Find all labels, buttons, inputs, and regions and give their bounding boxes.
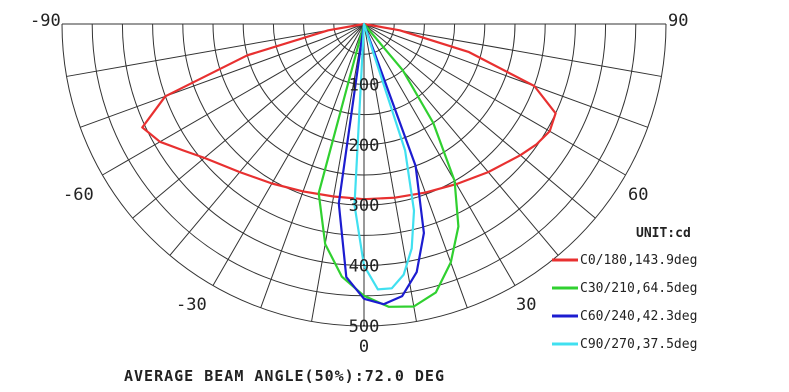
- grid-spoke: [363, 23, 648, 128]
- legend-entry: C30/210,64.5deg: [580, 281, 697, 296]
- radial-tick-labels: 100 200 300 400 500: [349, 75, 380, 337]
- grid-spoke: [363, 23, 662, 77]
- legend-entry: C0/180,143.9deg: [580, 253, 697, 268]
- series-curve: [141, 22, 557, 201]
- angle-label: -60: [63, 185, 94, 205]
- series-curve: [353, 22, 416, 291]
- angle-label: 30: [516, 295, 536, 315]
- grid-spoke: [363, 23, 516, 286]
- polar-grid: [61, 23, 667, 327]
- grid-spoke: [311, 23, 365, 322]
- grid-spoke: [363, 23, 417, 322]
- grid-spoke: [102, 23, 365, 176]
- grid-spoke: [363, 23, 626, 176]
- grid-spoke: [66, 23, 365, 77]
- unit-label: UNIT:cd: [636, 226, 691, 241]
- angle-label: 60: [628, 185, 648, 205]
- radial-tick-label: 200: [349, 136, 380, 156]
- angle-label: -30: [176, 295, 207, 315]
- radial-tick-label: 300: [349, 196, 380, 216]
- grid-spoke: [363, 23, 596, 219]
- angle-label: 0: [359, 337, 369, 357]
- grid-spoke: [260, 23, 365, 308]
- angle-label: 90: [668, 11, 688, 31]
- radial-tick-label: 400: [349, 257, 380, 277]
- radial-tick-label: 100: [349, 75, 380, 95]
- grid-spoke: [132, 23, 365, 219]
- series-curve: [337, 22, 425, 306]
- legend-entry: C60/240,42.3deg: [580, 309, 697, 324]
- beam-angle-footer: AVERAGE BEAM ANGLE(50%):72.0 DEG: [124, 367, 445, 385]
- grid-spoke: [80, 23, 365, 128]
- angle-labels: -90 90-60 60-30 300: [30, 11, 688, 357]
- legend: UNIT:cd C0/180,143.9deg C30/210,64.5deg C6…: [552, 226, 697, 352]
- radial-tick-label: 500: [349, 317, 380, 337]
- series-curves: [141, 22, 557, 308]
- series-curve: [317, 22, 460, 308]
- legend-entry: C90/270,37.5deg: [580, 337, 697, 352]
- grid-spoke: [212, 23, 365, 286]
- grid-spoke: [169, 23, 365, 256]
- angle-label: -90: [30, 11, 61, 31]
